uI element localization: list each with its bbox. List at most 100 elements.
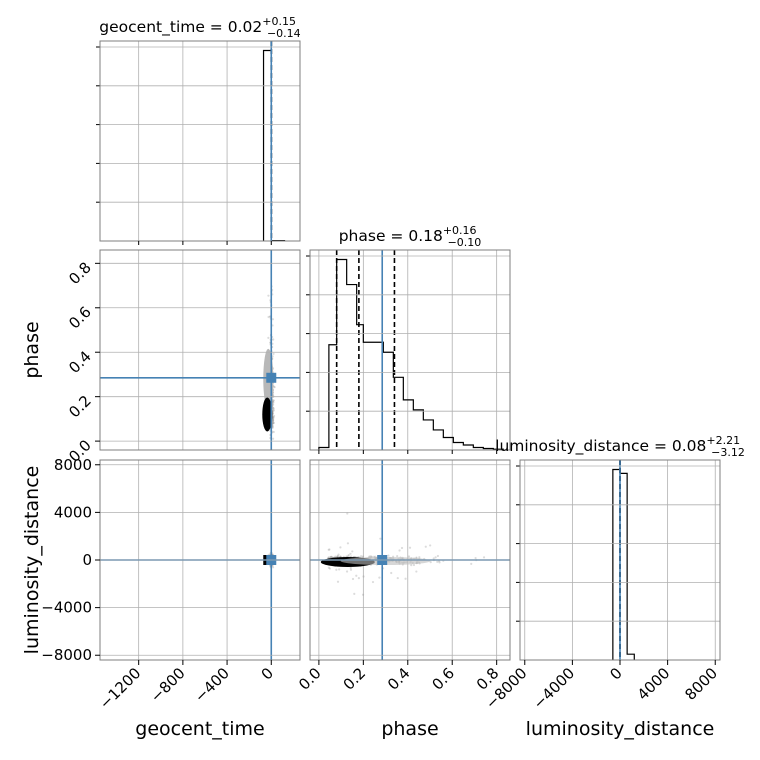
sample-point [271, 421, 275, 425]
histogram-phase [318, 258, 504, 450]
sample-point [400, 546, 404, 550]
sample-point [359, 555, 363, 558]
panel-geocent-time-vs-geocent-time [96, 40, 301, 245]
sample-point [362, 575, 365, 578]
sample-point [328, 548, 331, 551]
sample-point [329, 555, 333, 559]
sample-point [396, 555, 399, 558]
sample-point [271, 425, 274, 428]
sample-point [357, 577, 360, 580]
sample-point [361, 555, 365, 558]
sample-point [272, 416, 275, 419]
y-tick-label: −8000 [41, 646, 92, 664]
sample-point [387, 554, 390, 557]
sample-point [267, 294, 270, 297]
sample-point [429, 561, 432, 564]
y-tick-label: 0.6 [65, 303, 95, 333]
panel-title-geocent-time: geocent_time = 0.02+0.15 −0.14 [99, 15, 300, 40]
x-axis-label-luminosity-distance: luminosity_distance [526, 718, 715, 740]
sample-point [272, 430, 275, 434]
panel-geocent-time-vs-luminosity-distance [95, 459, 301, 665]
y-tick-label: 4000 [54, 503, 92, 521]
sample-point [347, 555, 350, 558]
sample-point [432, 557, 435, 560]
sample-point [410, 564, 413, 567]
x-tick-label: 0.6 [428, 664, 458, 694]
sample-point [482, 556, 486, 559]
panel-geocent-time-vs-phase [95, 249, 301, 451]
panel-frame [99, 40, 301, 242]
sample-point [272, 418, 275, 421]
sample-point [335, 568, 338, 571]
sample-point [271, 426, 274, 429]
sample-point [328, 567, 331, 570]
sample-point [327, 548, 330, 551]
sample-point [272, 409, 275, 412]
sample-point [267, 336, 270, 339]
sample-point [272, 407, 275, 410]
x-tick-label: 0.0 [295, 664, 325, 694]
sample-point [345, 570, 349, 573]
sample-point [353, 592, 356, 595]
sample-point [349, 568, 353, 571]
panel-luminosity-distance-vs-luminosity-distance [516, 459, 721, 665]
sample-point [351, 550, 354, 553]
sample-point [272, 421, 275, 424]
x-tick-label: −400 [191, 664, 233, 706]
density-core [262, 397, 273, 432]
sample-point [336, 555, 339, 558]
sample-point [271, 318, 275, 321]
panel-phase-vs-luminosity-distance [309, 459, 511, 665]
sample-point [271, 406, 274, 409]
sample-point [327, 556, 330, 559]
sample-point [351, 577, 355, 581]
sample-point [330, 555, 333, 558]
sample-point [355, 574, 358, 577]
sample-point [339, 555, 342, 558]
sample-point [369, 555, 372, 558]
sample-point [272, 399, 275, 402]
sample-point [272, 415, 275, 419]
panel-frame [309, 459, 511, 661]
x-axis-label-geocent-time: geocent_time [135, 718, 264, 740]
sample-point [371, 580, 375, 584]
sample-point [474, 556, 477, 560]
sample-point [271, 422, 274, 425]
sample-point [272, 407, 275, 410]
x-tick-label: 0 [606, 664, 625, 683]
sample-point [390, 571, 393, 575]
x-axis-label-phase: phase [381, 718, 438, 740]
sample-point [337, 553, 340, 556]
sample-point [347, 554, 350, 557]
sample-point [272, 437, 275, 440]
sample-point [271, 400, 275, 403]
sample-point [272, 338, 275, 341]
sample-cloud [326, 512, 486, 596]
sample-point [271, 418, 274, 421]
y-tick-label: 0.8 [65, 258, 95, 288]
sample-point [271, 355, 274, 358]
sample-point [267, 315, 270, 319]
sample-point [349, 566, 352, 569]
histogram-luminosity-distance [612, 468, 635, 660]
x-tick-label: 0 [258, 664, 277, 683]
sample-point [272, 401, 275, 404]
sample-point [271, 418, 275, 421]
sample-point [429, 544, 432, 547]
sample-point [271, 410, 274, 413]
y-tick-label: 0 [82, 551, 92, 569]
y-tick-label: 0.4 [65, 347, 95, 377]
x-tick-label: 8000 [681, 664, 721, 704]
sample-point [336, 555, 339, 558]
y-tick-label: 8000 [54, 456, 92, 474]
sample-point [327, 566, 330, 569]
panel-frame [99, 249, 301, 451]
sample-point [272, 403, 275, 406]
sample-point [272, 385, 275, 388]
panel-title-luminosity-distance: luminosity_distance = 0.08+2.21 −3.12 [495, 434, 745, 459]
sample-point [272, 419, 275, 422]
y-tick-label: 0.2 [65, 392, 95, 422]
sample-point [361, 593, 365, 596]
sample-point [408, 546, 412, 549]
sample-point [378, 576, 381, 579]
